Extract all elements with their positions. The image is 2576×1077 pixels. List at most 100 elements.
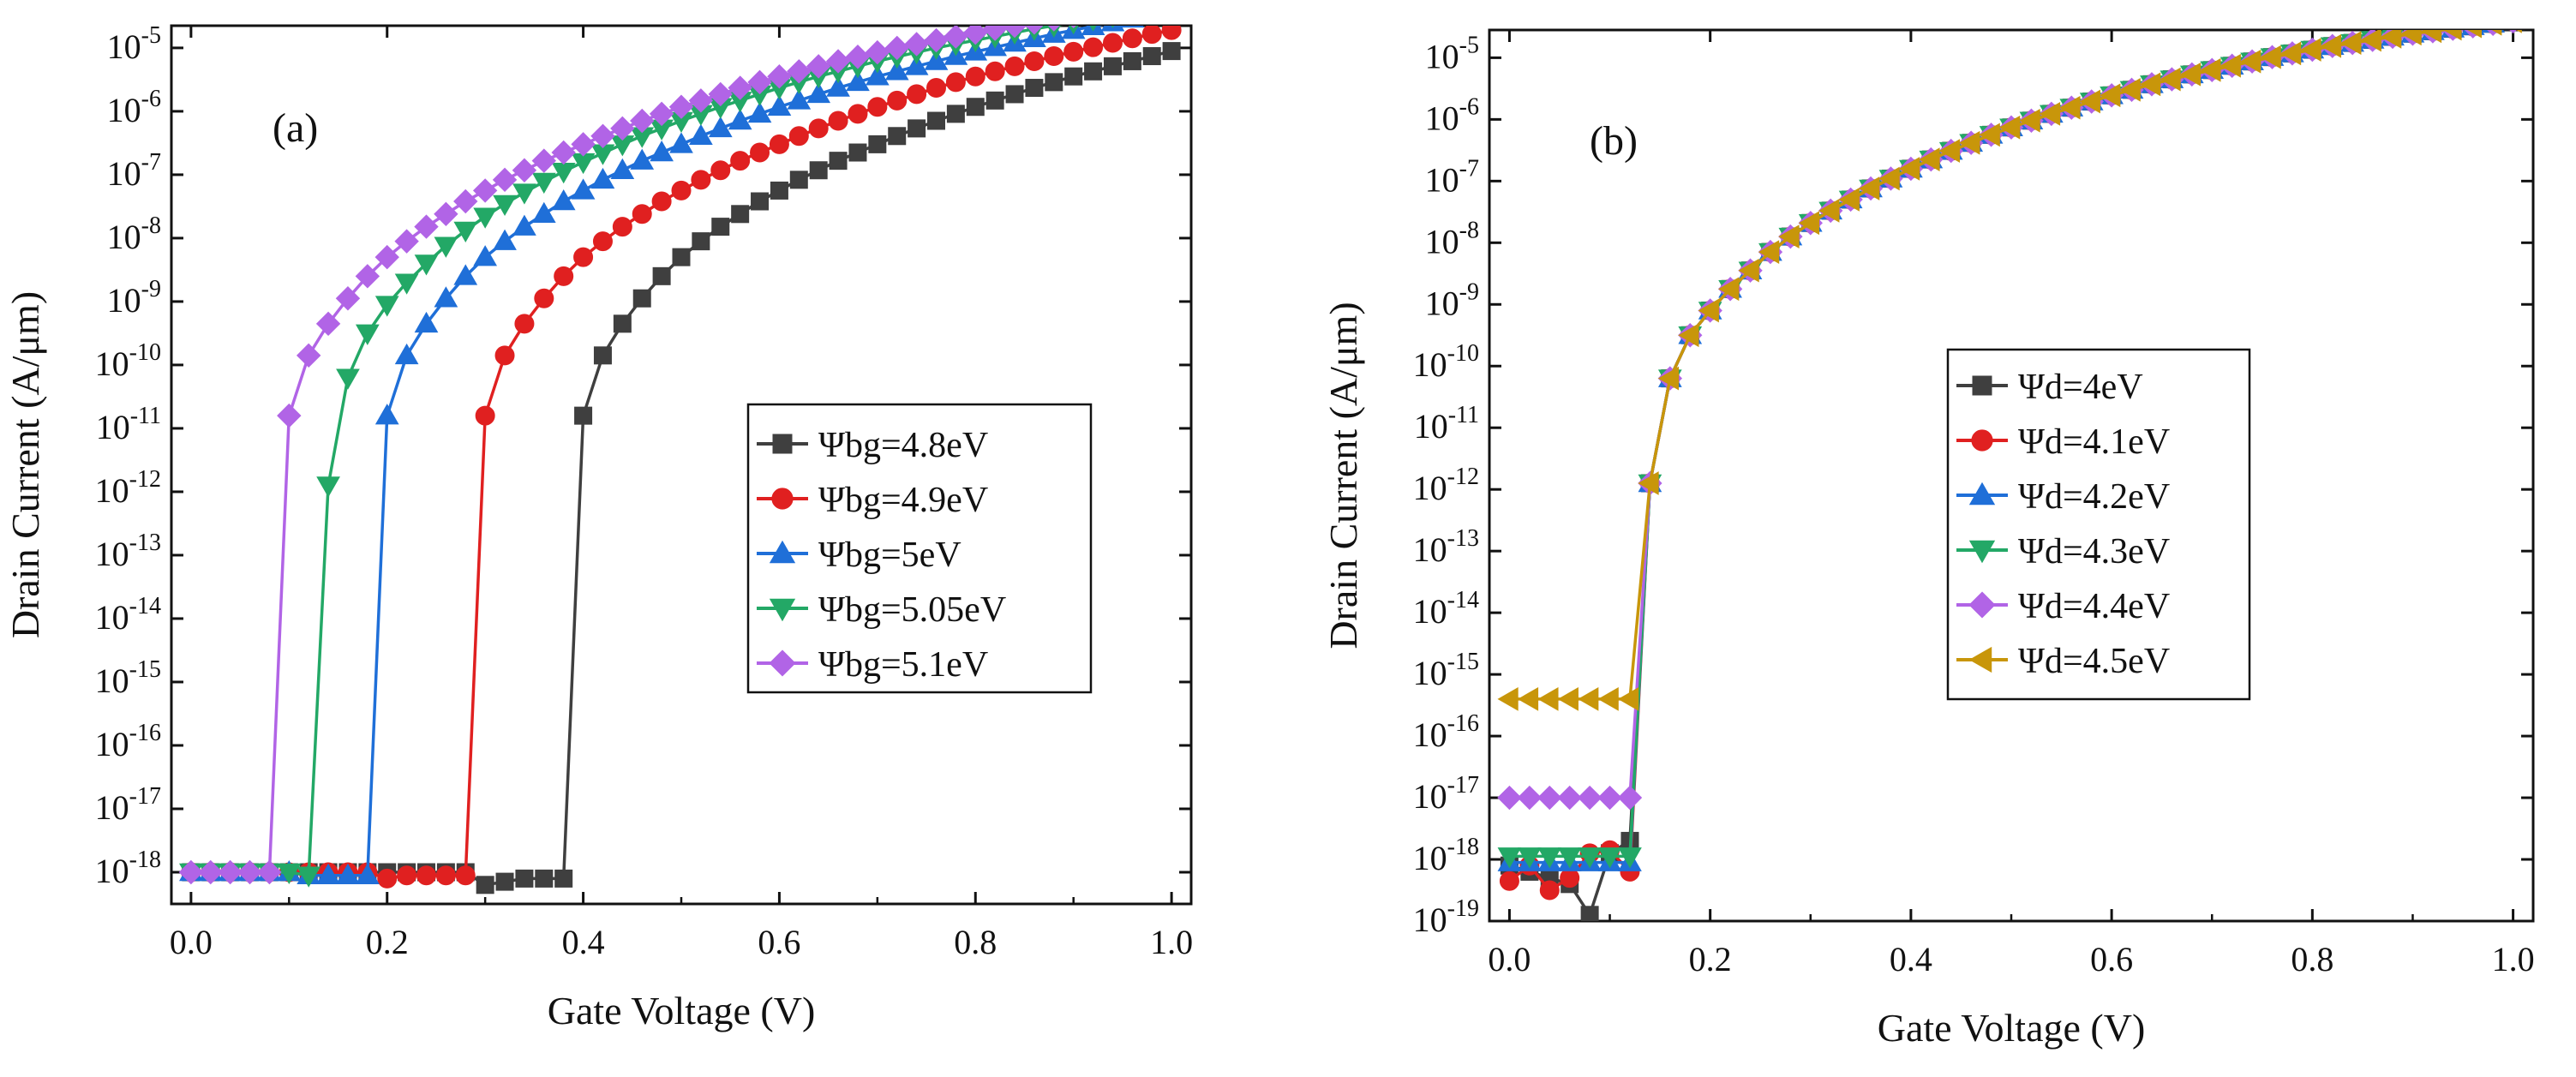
y-tick-label: 10-14 xyxy=(1413,587,1479,631)
data-point xyxy=(904,54,929,75)
data-point xyxy=(1537,847,1562,869)
data-point xyxy=(865,39,890,65)
data-point xyxy=(475,405,495,426)
data-point xyxy=(1068,26,1079,35)
legend-label: Ψbg=5eV xyxy=(818,536,962,575)
data-point xyxy=(985,61,1005,81)
data-point xyxy=(846,69,870,92)
legend-marker xyxy=(769,540,796,564)
data-point xyxy=(316,863,340,884)
data-point xyxy=(1064,67,1083,86)
data-point xyxy=(692,232,710,251)
data-point xyxy=(515,869,534,888)
data-point xyxy=(1537,785,1562,811)
y-tick-label: 10-13 xyxy=(95,530,161,573)
data-point xyxy=(592,231,613,252)
data-point xyxy=(374,244,399,270)
data-point xyxy=(747,101,772,123)
data-point xyxy=(2300,38,2321,62)
data-point xyxy=(1678,323,1699,348)
legend-item: Ψbg=5.1eV xyxy=(757,645,988,685)
data-point xyxy=(908,119,926,138)
data-point xyxy=(1597,785,1622,811)
y-tick-label: 10-5 xyxy=(107,22,161,66)
data-point xyxy=(630,148,655,170)
data-point xyxy=(1004,56,1025,76)
data-point xyxy=(1557,847,1582,869)
y-tick-label: 10-9 xyxy=(1425,278,1479,322)
data-point xyxy=(2400,30,2422,46)
data-point xyxy=(708,116,733,138)
data-point xyxy=(845,45,871,69)
y-tick-label: 10-8 xyxy=(107,212,161,256)
data-point xyxy=(2320,33,2342,58)
legend-label: Ψd=4.1eV xyxy=(2018,422,2170,462)
y-tick-label: 10-6 xyxy=(107,86,161,129)
data-point xyxy=(708,81,733,107)
y-tick-label: 10-10 xyxy=(95,339,161,383)
data-point xyxy=(1160,0,1183,12)
data-point xyxy=(512,183,536,205)
data-point xyxy=(1979,123,2000,147)
data-point xyxy=(1141,3,1163,23)
data-point xyxy=(1557,785,1582,811)
data-point xyxy=(1048,26,1060,32)
data-point xyxy=(829,152,848,171)
data-point xyxy=(1560,868,1580,889)
data-point xyxy=(1537,687,1559,711)
legend-marker xyxy=(1968,591,1996,619)
series-6 xyxy=(1497,30,2522,711)
data-point xyxy=(414,311,439,333)
y-tick-label: 10-7 xyxy=(1425,155,1479,199)
x-tick-label: 0.6 xyxy=(2090,940,2133,978)
data-point xyxy=(691,170,711,190)
data-point xyxy=(512,214,536,236)
data-point xyxy=(1798,211,1820,236)
data-point xyxy=(809,161,828,180)
data-point xyxy=(868,135,887,153)
data-point xyxy=(789,171,808,189)
legend-label: Ψd=4.3eV xyxy=(2018,532,2170,571)
x-tick-label: 0.4 xyxy=(1890,940,1932,978)
data-point xyxy=(1123,51,1141,70)
data-point xyxy=(710,160,731,181)
data-point xyxy=(534,288,554,308)
legend-item: Ψbg=4.9eV xyxy=(757,481,988,520)
data-point xyxy=(1499,871,1519,891)
data-point xyxy=(2019,108,2040,133)
data-point xyxy=(2220,53,2241,78)
data-point xyxy=(1024,51,1045,71)
y-tick-label: 10-5 xyxy=(1425,32,1479,75)
legend-label: Ψbg=5.1eV xyxy=(818,645,988,685)
data-point xyxy=(1089,26,1097,32)
x-tick-label: 0.8 xyxy=(954,923,997,961)
data-point xyxy=(2442,30,2462,41)
x-tick-label: 1.0 xyxy=(1150,923,1193,961)
data-point xyxy=(966,98,985,117)
data-point xyxy=(1597,687,1619,711)
data-point xyxy=(2059,95,2081,120)
chart-panel-b: 0.0 0.2 0.4 0.6 0.8 1.0 10-19 10-18 10-17 10-16 10… xyxy=(1321,28,2535,1050)
legend-label: Ψd=4.5eV xyxy=(2018,642,2170,681)
data-point xyxy=(650,141,674,162)
data-point xyxy=(493,194,517,216)
data-point xyxy=(1002,26,1027,39)
y-tick-label: 10-8 xyxy=(1425,217,1479,260)
data-point xyxy=(2179,62,2202,87)
legend-box xyxy=(1946,348,2251,701)
data-point xyxy=(1898,157,1920,181)
data-point xyxy=(397,865,417,886)
data-point xyxy=(688,88,714,113)
data-point xyxy=(416,865,436,886)
data-point xyxy=(453,264,478,285)
series-5 xyxy=(178,0,1183,885)
y-tick-label: 10-7 xyxy=(107,149,161,193)
data-point xyxy=(355,324,380,345)
data-point xyxy=(747,69,772,95)
data-point xyxy=(336,863,360,884)
data-point xyxy=(2260,45,2281,69)
data-point xyxy=(1084,62,1103,81)
y-tick-label: 10-10 xyxy=(1413,340,1479,384)
data-point xyxy=(2100,83,2121,108)
data-point xyxy=(394,229,419,254)
